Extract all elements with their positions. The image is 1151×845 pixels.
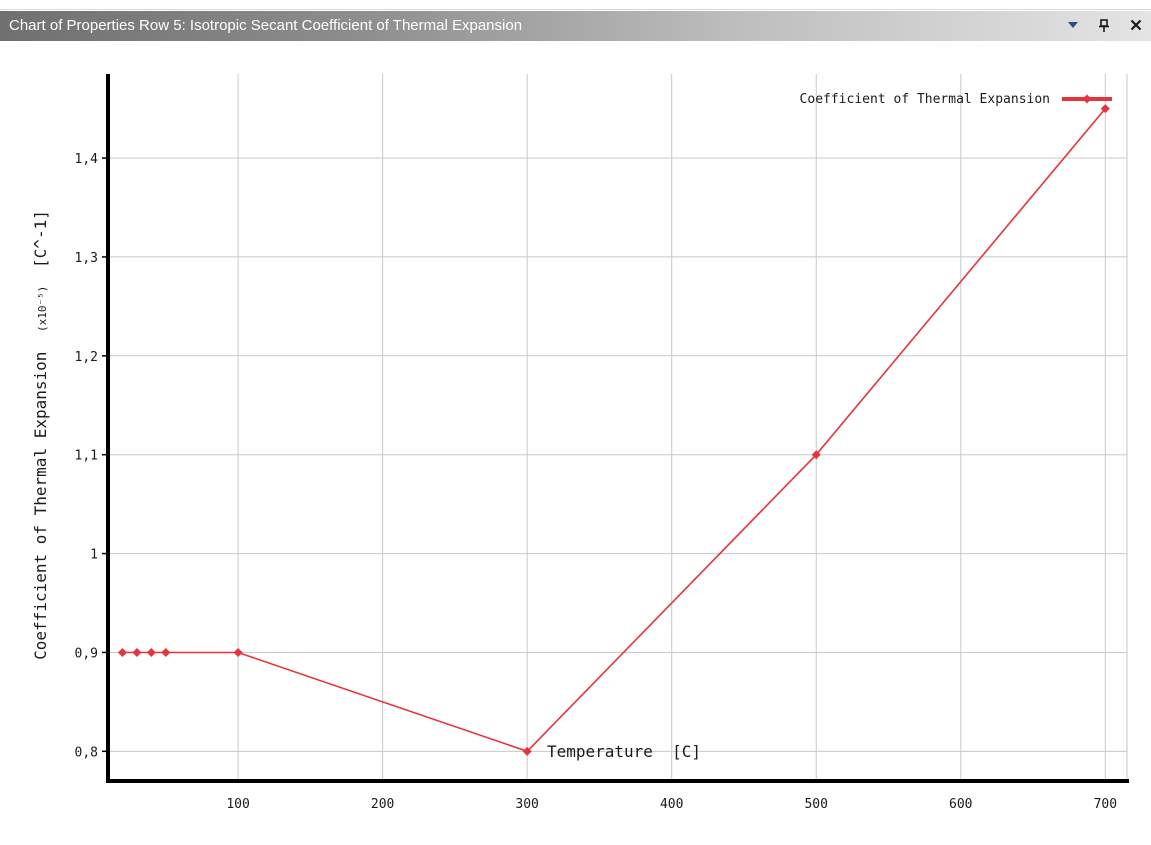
x-tick-label: 500 [804, 797, 827, 812]
dropdown-arrow-icon[interactable] [1063, 11, 1083, 41]
data-series [117, 104, 1110, 756]
grid-lines [108, 74, 1128, 781]
x-tick-label: 100 [226, 797, 249, 812]
y-tick-label: 1,1 [75, 449, 98, 464]
x-tick-label: 300 [515, 797, 538, 812]
data-point-marker [146, 647, 156, 657]
x-tick-label: 400 [660, 797, 683, 812]
x-axis-label: Temperature [C] [547, 742, 701, 761]
axis-labels: Temperature [C] Coefficient of Thermal E… [31, 210, 701, 761]
y-axis-label: Coefficient of Thermal Expansion (x10⁻⁵)… [31, 210, 50, 660]
tick-labels: 100 200 300 400 500 600 700 0,8 0,9 1 1,1 1,2 1,3 1,4 [75, 152, 1118, 812]
chart-window-titlebar: Chart of Properties Row 5: Isotropic Sec… [0, 11, 1151, 41]
x-tick-label: 200 [371, 797, 394, 812]
legend-series-label: Coefficient of Thermal Expansion [800, 92, 1050, 107]
data-point-marker [1100, 104, 1110, 114]
y-tick-label: 1,2 [75, 350, 98, 365]
data-point-marker [117, 647, 127, 657]
close-icon[interactable] [1125, 11, 1147, 41]
y-tick-label: 0,8 [75, 745, 98, 760]
data-point-marker [522, 746, 532, 756]
axes [102, 74, 1129, 783]
y-tick-label: 1,4 [75, 152, 99, 167]
y-axis-label-unit: [C^-1] [31, 210, 50, 268]
window-top-edge [0, 0, 1151, 10]
pin-icon[interactable] [1094, 11, 1114, 41]
legend-marker [1082, 94, 1092, 104]
y-axis-label-scale: (x10⁻⁵) [36, 286, 49, 332]
x-tick-label: 700 [1094, 797, 1117, 812]
cte-line-chart: 100 200 300 400 500 600 700 0,8 0,9 1 1,1 1,2 1,3 1,4… [31, 74, 1129, 812]
y-tick-label: 1,3 [75, 251, 98, 266]
y-tick-label: 0,9 [75, 646, 98, 661]
data-point-marker [811, 450, 821, 460]
x-tick-label: 600 [949, 797, 972, 812]
series-line [122, 108, 1106, 753]
y-tick-label: 1 [90, 548, 98, 563]
data-point-marker [233, 647, 243, 657]
legend: Coefficient of Thermal Expansion [800, 92, 1112, 107]
data-point-marker [132, 647, 142, 657]
data-point-marker [161, 647, 171, 657]
window-title: Chart of Properties Row 5: Isotropic Sec… [9, 17, 523, 34]
y-axis-label-text: Coefficient of Thermal Expansion [31, 352, 50, 660]
